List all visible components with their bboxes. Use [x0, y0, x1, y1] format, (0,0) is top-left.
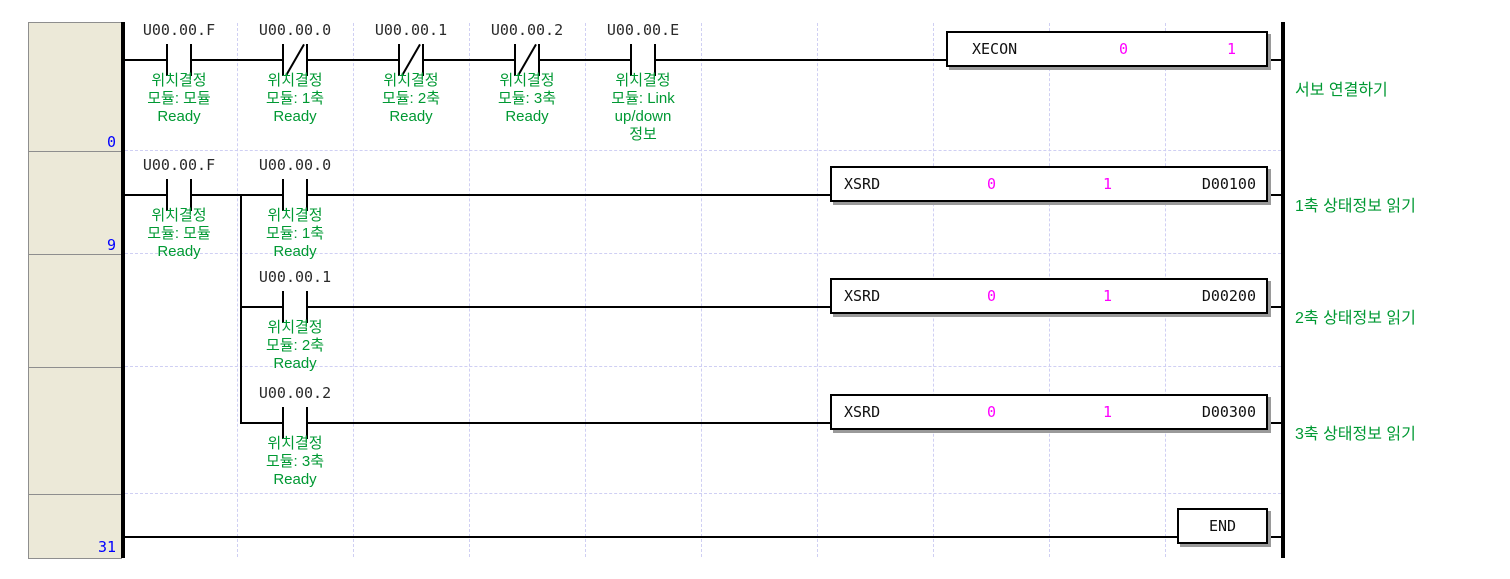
- gutter-separator: [29, 494, 122, 495]
- right-power-rail: [1281, 22, 1285, 558]
- grid-row-line: [125, 150, 1281, 151]
- contact-label: 위치결정 모듈: 3축 Ready: [497, 72, 557, 125]
- contact-label: 위치결정 모듈: 2축 Ready: [265, 319, 325, 372]
- contact-bar: [306, 291, 308, 323]
- contact-label: 위치결정 모듈: 모듈 Ready: [147, 72, 211, 125]
- contact-label: 위치결정 모듈: 1축 Ready: [265, 72, 325, 125]
- contact-bar: [282, 407, 284, 439]
- contact-bar: [538, 44, 540, 76]
- function-block-xsrd-3[interactable]: XSRD 0 1 D00300: [830, 394, 1268, 430]
- branch-2-wire-stub: [1268, 306, 1281, 308]
- contact-bar: [306, 44, 308, 76]
- rung-31-wire: [125, 536, 1177, 538]
- gutter-separator: [29, 151, 122, 152]
- block-operand: 1: [1102, 287, 1112, 305]
- contact-bar: [282, 44, 284, 76]
- block-name: XECON: [972, 40, 1018, 58]
- rung-comment-axis1-read[interactable]: 1축 상태정보 읽기: [1295, 198, 1416, 215]
- contact-device: U00.00.0: [258, 156, 332, 174]
- rung-0-wire-stub: [1268, 59, 1281, 61]
- contact-label: 위치결정 모듈: 2축 Ready: [381, 72, 441, 125]
- block-operand: 0: [1118, 40, 1128, 58]
- grid-row-line: [125, 366, 1281, 367]
- function-block-xecon[interactable]: XECON 0 1: [946, 31, 1268, 67]
- grid-row-line: [125, 493, 1281, 494]
- block-operand: 1: [1102, 175, 1112, 193]
- branch-3-wire-stub: [1268, 422, 1281, 424]
- rung-number-31[interactable]: 31: [97, 538, 116, 556]
- grid-column-line: [585, 23, 586, 557]
- contact-bar: [166, 179, 168, 211]
- block-operand-dest: D00100: [1201, 175, 1256, 193]
- contact-gap: [168, 194, 190, 196]
- contact-bar: [654, 44, 656, 76]
- function-block-xsrd-2[interactable]: XSRD 0 1 D00200: [830, 278, 1268, 314]
- contact-device: U00.00.1: [258, 268, 332, 286]
- function-block-xsrd-1[interactable]: XSRD 0 1 D00100: [830, 166, 1268, 202]
- block-operand: 1: [1102, 403, 1112, 421]
- rung-9-wire-stub: [1268, 194, 1281, 196]
- rung-comment-axis3-read[interactable]: 3축 상태정보 읽기: [1295, 426, 1416, 443]
- block-name: XSRD: [844, 287, 881, 305]
- contact-bar: [630, 44, 632, 76]
- end-block[interactable]: END: [1177, 508, 1268, 544]
- block-operand: 0: [986, 175, 996, 193]
- block-name: XSRD: [844, 175, 881, 193]
- contact-bar: [422, 44, 424, 76]
- rung-9-wire: [125, 194, 830, 196]
- contact-device: U00.00.2: [490, 21, 564, 39]
- grid-column-line: [469, 23, 470, 557]
- contact-bar: [514, 44, 516, 76]
- gutter-separator: [29, 367, 122, 368]
- contact-label: 위치결정 모듈: 1축 Ready: [265, 207, 325, 260]
- contact-device: U00.00.E: [606, 21, 680, 39]
- branch-2-wire: [241, 306, 830, 308]
- contact-device: U00.00.1: [374, 21, 448, 39]
- branch-vertical-wire: [240, 194, 242, 424]
- contact-device: U00.00.F: [142, 156, 216, 174]
- block-operand: 1: [1226, 40, 1236, 58]
- block-name: END: [1208, 517, 1237, 535]
- block-operand: 0: [986, 287, 996, 305]
- contact-gap: [284, 194, 306, 196]
- contact-gap: [168, 59, 190, 61]
- grid-row-line: [125, 253, 1281, 254]
- contact-bar: [190, 179, 192, 211]
- contact-bar: [306, 407, 308, 439]
- contact-bar: [398, 44, 400, 76]
- contact-device: U00.00.0: [258, 21, 332, 39]
- block-operand: 0: [986, 403, 996, 421]
- contact-device: U00.00.2: [258, 384, 332, 402]
- grid-column-line: [353, 23, 354, 557]
- contact-label: 위치결정 모듈: 모듈 Ready: [147, 207, 211, 260]
- block-name: XSRD: [844, 403, 881, 421]
- block-operand-dest: D00200: [1201, 287, 1256, 305]
- contact-label: 위치결정 모듈: Link up/down 정보: [611, 72, 675, 143]
- contact-gap: [284, 422, 306, 424]
- contact-gap: [632, 59, 654, 61]
- block-operand-dest: D00300: [1201, 403, 1256, 421]
- grid-column-line: [817, 23, 818, 557]
- contact-label: 위치결정 모듈: 3축 Ready: [265, 435, 325, 488]
- rung-number-9[interactable]: 9: [106, 236, 116, 254]
- contact-bar: [282, 291, 284, 323]
- rung-number-0[interactable]: 0: [106, 133, 116, 151]
- contact-bar: [282, 179, 284, 211]
- rung-31-wire-stub: [1268, 536, 1281, 538]
- branch-3-wire: [241, 422, 830, 424]
- grid-column-line: [237, 23, 238, 557]
- rung-comment-axis2-read[interactable]: 2축 상태정보 읽기: [1295, 310, 1416, 327]
- contact-bar: [166, 44, 168, 76]
- contact-gap: [284, 306, 306, 308]
- rung-comment-servo-connect[interactable]: 서보 연결하기: [1295, 82, 1388, 99]
- left-power-rail: [121, 22, 125, 558]
- rung-number-gutter[interactable]: [28, 22, 122, 559]
- contact-bar: [306, 179, 308, 211]
- grid-column-line: [701, 23, 702, 557]
- gutter-separator: [29, 254, 122, 255]
- contact-device: U00.00.F: [142, 21, 216, 39]
- contact-bar: [190, 44, 192, 76]
